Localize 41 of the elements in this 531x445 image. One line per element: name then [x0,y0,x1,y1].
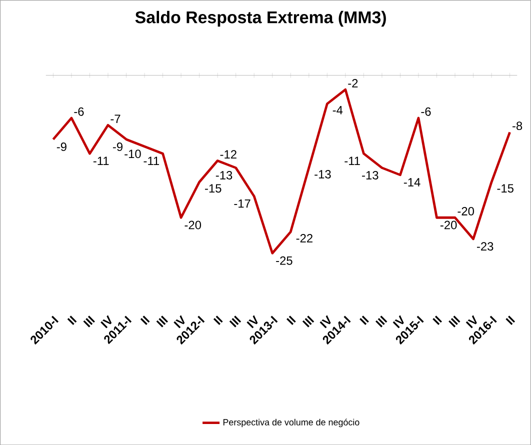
x-tick-label: II [360,316,369,325]
data-label: -4 [332,106,343,114]
data-label: -15 [205,184,222,192]
data-label: -23 [476,242,494,250]
x-tick-label: III [302,316,314,328]
x-tick-label: II [506,316,516,325]
data-label: -9 [56,142,66,151]
data-label: -11 [344,156,360,165]
data-label: -25 [276,256,292,265]
x-tick-label: II [213,316,223,325]
data-label: -11 [144,156,160,165]
chart-title: Saldo Resposta Extrema (MM3) [135,10,386,27]
x-tick-label: II [432,316,442,325]
data-label: -8 [512,122,522,130]
x-tick-label: III [448,316,460,328]
data-label: -9 [112,142,122,151]
data-label: -20 [440,220,457,230]
data-label: -14 [404,178,420,186]
x-tick-label: III [83,316,95,328]
data-label: -20 [184,220,202,230]
x-tick-label: III [156,316,168,328]
data-label: -22 [296,234,312,242]
data-label: -2 [348,78,358,88]
data-label: -13 [314,170,331,178]
data-label: -12 [220,150,236,158]
data-label: -11 [93,156,109,165]
x-tick-label: II [140,316,150,325]
legend-label: Perspectiva de volume de negócio [223,418,360,428]
data-label: -17 [234,199,250,208]
x-tick-label: III [375,316,388,328]
data-label: -15 [497,184,514,192]
x-tick-label: III [229,316,242,328]
data-label: -6 [74,107,84,116]
data-label: -10 [124,150,141,158]
x-tick-label: II [67,316,77,325]
data-label: -13 [216,170,232,180]
data-label: -6 [421,107,431,116]
data-label: -7 [110,114,120,123]
x-tick-label: II [286,316,296,325]
data-label: -13 [362,170,378,180]
data-label: -20 [458,206,474,216]
